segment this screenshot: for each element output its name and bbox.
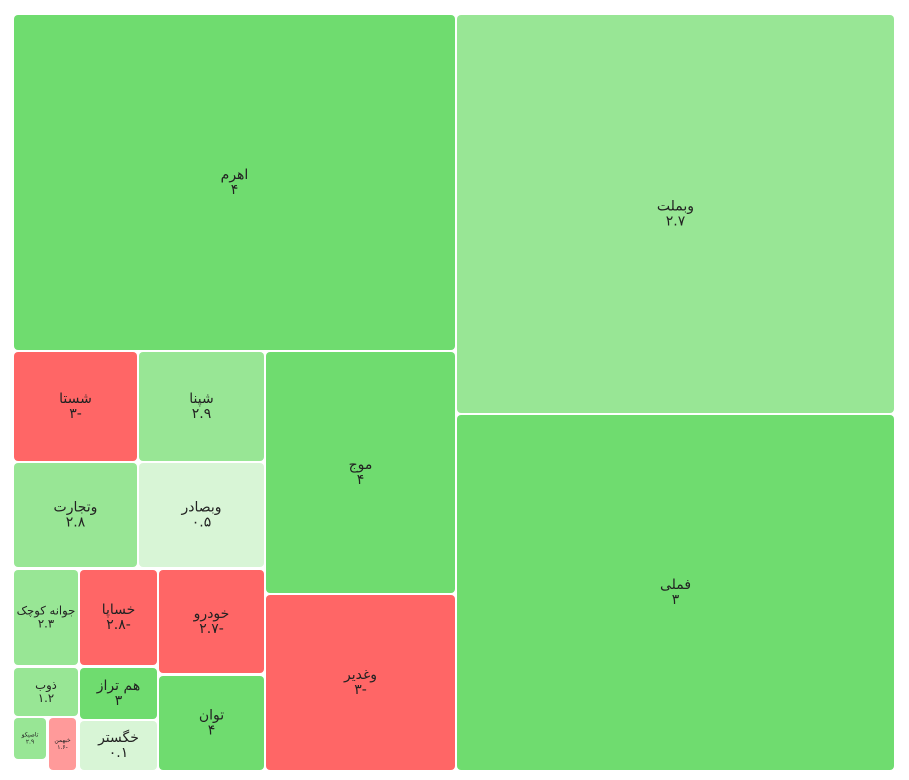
tile <box>80 668 157 719</box>
value-label: ۲.۹ <box>26 738 34 745</box>
value-label: ۲.۷- <box>199 621 224 637</box>
value-label: ۰.۵ <box>192 515 212 531</box>
tile <box>14 570 78 665</box>
tile-label: وبملت <box>657 198 694 214</box>
tile-label: خگستر <box>97 729 139 746</box>
tile <box>80 721 157 770</box>
tile <box>14 15 455 350</box>
tile <box>457 415 894 770</box>
value-label: ۲.۸ <box>66 515 86 531</box>
value-label: ۲.۷ <box>666 214 686 230</box>
value-label: ۳ <box>115 693 123 709</box>
tile-label: جوانه کوچک <box>17 604 76 619</box>
tile <box>139 352 264 461</box>
value-label: ۲.۸- <box>106 617 131 633</box>
tile <box>457 15 894 413</box>
tile <box>14 718 46 759</box>
tile <box>266 352 455 593</box>
tile <box>49 718 76 770</box>
tile-label: خودرو <box>193 606 230 622</box>
value-label: ۳ <box>672 592 680 608</box>
tile-label: تاصیکو <box>21 732 39 739</box>
value-label: ۱.۶- <box>57 744 68 751</box>
tile-label: وغدیر <box>343 667 377 683</box>
value-label: ۴ <box>231 182 239 198</box>
value-label: ۳- <box>354 682 367 698</box>
value-label: ۴ <box>208 723 216 739</box>
tile-label: وبصادر <box>180 499 221 515</box>
tile <box>14 463 137 567</box>
tile <box>14 668 78 716</box>
tile-label: خساپا <box>102 602 136 618</box>
tile <box>159 570 264 673</box>
value-label: ۲.۹ <box>192 406 212 422</box>
tile-label: خبهمن <box>54 737 71 744</box>
tile <box>14 352 137 461</box>
value-label: ۱.۲ <box>38 691 54 705</box>
tile-label: هم تراز <box>96 678 140 694</box>
tile-label: شستا <box>59 391 92 407</box>
tile-label: توان <box>199 707 224 723</box>
tile <box>80 570 157 665</box>
tile-label: ذوب <box>35 678 57 693</box>
tile-label: فملی <box>660 577 691 593</box>
tile-label: موج <box>349 457 373 473</box>
tile <box>266 595 455 770</box>
value-label: ۰.۱ <box>109 745 129 761</box>
tile-label: وتجارت <box>54 499 98 515</box>
value-label: ۴ <box>357 472 365 488</box>
value-label: ۳- <box>69 406 82 422</box>
tile-label: اهرم <box>221 167 249 183</box>
tile <box>139 463 264 567</box>
value-label: ۲.۳ <box>38 616 54 630</box>
tile-label: شپنا <box>189 391 213 407</box>
tile <box>159 676 264 770</box>
